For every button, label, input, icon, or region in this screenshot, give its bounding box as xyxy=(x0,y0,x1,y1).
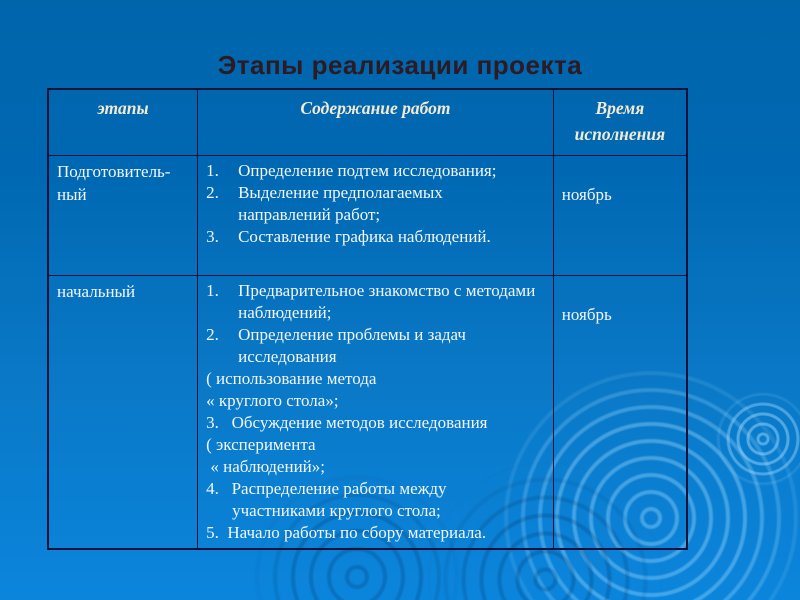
table-header-row: этапы Содержание работ Время исполнения xyxy=(49,90,686,156)
content-line: 1. Предварительное знакомство с методами xyxy=(206,280,545,302)
list-number xyxy=(206,204,238,226)
content-line: направлений работ; xyxy=(206,204,545,226)
list-number: 1. xyxy=(206,161,219,180)
list-text: Определение проблемы и задач xyxy=(238,325,466,344)
list-text: Составление графика наблюдений. xyxy=(238,227,491,246)
table-row: начальный 1. Предварительное знакомство с … xyxy=(49,276,686,548)
content-line: 4. Распределение работы между xyxy=(206,479,447,498)
list-number xyxy=(206,346,238,368)
list-number: 2. xyxy=(206,325,219,344)
list-number xyxy=(206,302,238,324)
content-line: 3. Обсуждение методов исследования xyxy=(206,413,488,432)
stage-cell: Подготовитель- ный xyxy=(49,156,199,276)
stage-cell: начальный xyxy=(49,276,199,548)
header-cell-stages: этапы xyxy=(49,90,199,156)
list-text: Определение подтем исследования; xyxy=(238,161,497,180)
table-body: Подготовитель- ный 1. Определение подтем и… xyxy=(49,156,686,548)
list-number: 3. xyxy=(206,227,219,246)
content-line: « круглого стола»; xyxy=(206,391,339,410)
content-line: участниками круглого стола; xyxy=(232,501,441,520)
list-number: 2. xyxy=(206,183,219,202)
list-text: наблюдений; xyxy=(238,303,332,322)
content-line: 2. Определение проблемы и задач xyxy=(206,324,545,346)
content-line: наблюдений; xyxy=(206,302,545,324)
time-cell: ноябрь xyxy=(553,156,686,276)
content-line: 5. Начало работы по сбору материала. xyxy=(206,523,487,542)
header-cell-time: Время исполнения xyxy=(553,90,686,156)
content-line: ( эксперимента xyxy=(206,435,316,454)
content-line: « наблюдений»; xyxy=(206,457,325,476)
content-line: исследования xyxy=(206,346,545,368)
content-cell: 1. Определение подтем исследования; 2. Выде… xyxy=(198,156,554,276)
water-ripple-decoration xyxy=(716,392,800,486)
content-line: 2. Выделение предполагаемых xyxy=(206,182,545,204)
list-text: направлений работ; xyxy=(238,205,381,224)
stages-table: этапы Содержание работ Время исполнения … xyxy=(47,88,688,550)
list-text: Выделение предполагаемых xyxy=(238,183,443,202)
content-line: 3. Составление графика наблюдений. xyxy=(206,226,545,248)
list-text: исследования xyxy=(238,347,337,366)
content-line: ( использование метода xyxy=(206,369,377,388)
list-text: Предварительное знакомство с методами xyxy=(238,281,536,300)
time-cell: ноябрь xyxy=(561,305,612,324)
slide-title: Этапы реализации проекта xyxy=(217,50,583,80)
header-cell-content: Содержание работ xyxy=(198,90,554,156)
table-row: Подготовитель- ный 1. Определение подтем и… xyxy=(49,156,686,276)
content-line: 1. Определение подтем исследования; xyxy=(206,160,545,182)
list-number: 1. xyxy=(206,281,219,300)
content-cell: 1. Предварительное знакомство с методами н… xyxy=(198,276,554,548)
